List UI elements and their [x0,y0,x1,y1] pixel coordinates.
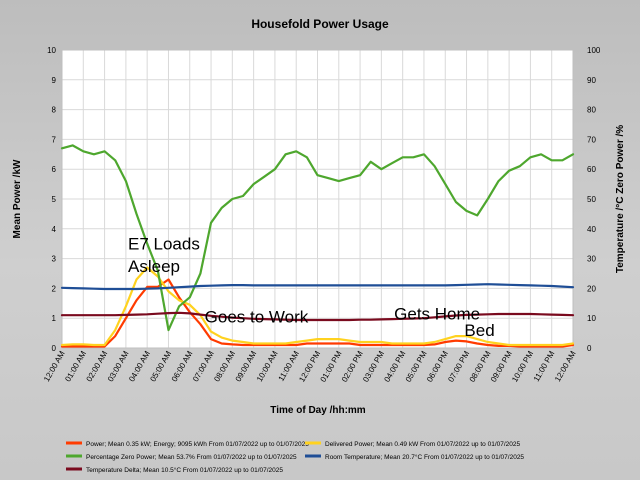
y-right-tick-label: 90 [587,76,596,85]
y-right-tick-label: 20 [587,284,596,293]
annotation-label: Asleep [128,257,180,276]
y-right-tick-label: 80 [587,106,596,115]
y-right-tick-label: 70 [587,135,596,144]
y-right-tick-label: 50 [587,195,596,204]
legend-label-1: Power; Mean 0.35 kW; Energy; 9095 kWh Fr… [86,441,309,448]
annotation-label: Gets Home [394,305,480,324]
series-lines [60,144,575,348]
annotation-label: Goes to Work [205,308,309,327]
y-right-tick-label: 60 [587,165,596,174]
y-left-tick-label: 2 [52,284,57,293]
y-left-tick-label: 9 [52,76,57,85]
series-line-3 [60,144,575,332]
annotation-label: E7 Loads [128,235,200,254]
y-left-tick-label: 1 [52,314,57,323]
y-left-tick-label: 5 [52,195,57,204]
series-line-5 [60,311,575,322]
y-left-tick-label: 4 [52,225,57,234]
chart-title: Housefold Power Usage [251,17,389,31]
y-left-tick-label: 6 [52,165,57,174]
y-right-tick-label: 10 [587,314,596,323]
plot-border [61,49,574,349]
y-axis-right-label: Temperature /°C Zero Power /% [615,125,626,273]
legend-label-4: Room Temperature; Mean 20.7°C From 01/07… [325,453,524,461]
annotation-label: Bed [464,321,494,340]
y-left-tick-label: 8 [52,106,57,115]
y-left-tick-label: 10 [47,46,56,55]
y-left-tick-label: 7 [52,135,57,144]
y-right-tick-label: 0 [587,344,592,353]
y-right-tick-label: 30 [587,255,596,264]
y-left-tick-label: 0 [52,344,57,353]
y-right-tick-label: 40 [587,225,596,234]
legend-label-5: Temperature Delta; Mean 10.5°C From 01/0… [86,466,283,474]
y-right-tick-label: 100 [587,46,601,55]
series-line-1 [60,278,575,348]
legend-label-2: Delivered Power; Mean 0.49 kW From 01/07… [325,441,520,448]
x-axis-label: Time of Day /hh:mm [270,405,365,416]
x-tick-label: 12:00 AM [553,349,578,383]
legend-label-3: Percentage Zero Power; Mean 53.7% From 0… [86,454,297,461]
y-left-tick-label: 3 [52,255,57,264]
y-axis-left-label: Mean Power /kW [12,159,23,238]
series-line-2 [60,266,575,347]
legend: Power; Mean 0.35 kW; Energy; 9095 kWh Fr… [66,441,524,474]
series-line-4 [60,283,575,291]
